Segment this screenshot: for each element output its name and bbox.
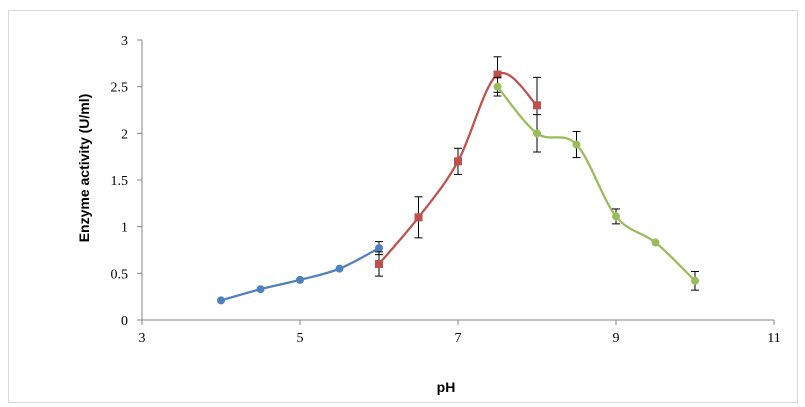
y-tick-label: 3	[121, 34, 128, 49]
x-tick-label: 3	[139, 331, 146, 346]
x-tick-label: 5	[297, 331, 304, 346]
data-point	[493, 70, 502, 79]
y-axis-title: Enzyme activity (U/ml)	[76, 94, 92, 243]
data-point	[691, 276, 699, 285]
series-3	[493, 76, 699, 291]
data-point	[217, 296, 225, 305]
y-tick-label: 1.5	[111, 174, 129, 189]
data-point	[256, 285, 265, 294]
data-point	[572, 140, 581, 149]
data-point	[493, 82, 502, 91]
series-line	[496, 85, 696, 282]
series-layer	[217, 56, 699, 305]
axes	[141, 40, 774, 321]
x-tick-label: 9	[613, 331, 620, 346]
series-2	[375, 56, 541, 277]
data-point	[612, 212, 620, 221]
data-point	[651, 238, 660, 247]
y-tick-label: 1	[121, 221, 128, 236]
series-1	[217, 241, 383, 305]
data-point	[533, 129, 541, 138]
x-tick-label: 11	[767, 331, 780, 346]
data-point	[335, 264, 344, 273]
data-point	[454, 157, 462, 166]
data-point	[533, 101, 541, 110]
y-tick-label: 0.5	[111, 267, 129, 282]
y-ticks: 0 0.5 1 1.5 2 2.5 3	[111, 34, 142, 329]
chart-area	[8, 10, 798, 403]
y-tick-label: 2.5	[111, 81, 129, 96]
data-point	[296, 275, 304, 284]
data-point	[375, 244, 383, 253]
x-ticks: 3 5 7 9 11	[139, 320, 781, 346]
y-tick-label: 2	[121, 127, 128, 142]
x-tick-label: 7	[455, 331, 462, 346]
data-point	[375, 260, 383, 268]
y-tick-label: 0	[121, 314, 128, 329]
data-point	[414, 213, 423, 222]
series-line	[220, 247, 380, 302]
x-axis-title: pH	[437, 379, 456, 395]
